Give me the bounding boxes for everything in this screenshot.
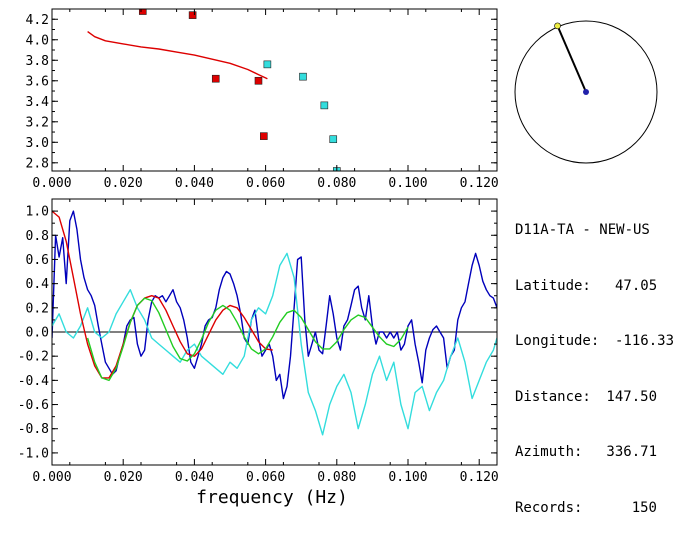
distance-value: 147.50	[606, 388, 657, 405]
red-series-line	[52, 210, 273, 379]
latitude-value: 47.05	[615, 277, 658, 294]
cyan-series-line	[52, 252, 497, 436]
x-tick-label: 0.080	[317, 470, 356, 485]
x-tick-label: 0.120	[460, 176, 499, 191]
x-tick-label: 0.100	[388, 176, 427, 191]
x-tick-label: 0.000	[32, 176, 71, 191]
cyan-point	[299, 72, 307, 81]
plot-frame	[51, 8, 498, 172]
distance-label: Distance:	[515, 388, 591, 405]
red-point	[138, 9, 147, 15]
x-tick-label: 0.000	[32, 470, 71, 485]
y-tick-label: 0.4	[26, 277, 50, 292]
longitude-label: Longitude:	[515, 333, 600, 349]
y-tick-label: 0.0	[26, 326, 49, 341]
records-label: Records:	[515, 499, 583, 516]
station-name: D11A-TA - NEW-US	[515, 222, 650, 238]
green-series-line	[86, 297, 409, 382]
y-tick-label: -0.8	[18, 422, 49, 437]
y-tick-label: 3.2	[26, 115, 49, 130]
y-tick-label: -0.4	[18, 374, 49, 389]
dial-circle	[514, 20, 658, 164]
longitude-value: -116.33	[615, 333, 675, 349]
azimuth-label: Azimuth:	[515, 444, 583, 460]
records-value: 150	[631, 499, 657, 516]
chart-canvas: 0.000 0.020 0.040 0.060 0.080 0.100 0.120 2.8 3.…	[18, 8, 658, 508]
plot-content	[52, 210, 497, 436]
red-point	[260, 132, 268, 140]
y-tick-label: 3.0	[26, 136, 49, 151]
y-tick-label: 4.0	[26, 33, 49, 48]
y-tick-label: 0.6	[26, 253, 49, 268]
azimuth-dial	[514, 20, 658, 164]
dial-pointer	[556, 25, 587, 93]
y-tick-label: -0.2	[18, 350, 49, 365]
x-tick-label: 0.020	[104, 470, 143, 485]
cyan-point	[263, 60, 272, 69]
frequency-axis-label: frequency (Hz)	[196, 487, 348, 508]
blue-series-line	[52, 210, 497, 400]
x-tick-label: 0.100	[388, 470, 427, 485]
y-tick-label: 3.4	[26, 95, 50, 110]
x-tick-label: 0.060	[246, 470, 285, 485]
x-tick-label: 0.020	[104, 176, 143, 191]
x-tick-label: 0.080	[317, 176, 356, 191]
station-info-panel: D11A-TA - NEW-US Latitude: 47.05 Longitud…	[515, 184, 675, 536]
plot-content	[87, 9, 341, 171]
y-tick-label: -1.0	[18, 446, 49, 461]
y-tick-label: 3.6	[26, 74, 49, 89]
y-tick-label: 3.8	[26, 54, 49, 69]
y-tick-label: 0.2	[26, 301, 49, 316]
dial-tip-dot	[554, 22, 561, 30]
latitude-label: Latitude:	[515, 277, 591, 294]
x-tick-label: 0.060	[246, 176, 285, 191]
y-tick-label: 2.8	[26, 156, 49, 171]
y-tick-label: 4.2	[26, 13, 49, 28]
dial-center-dot	[583, 89, 589, 95]
y-tick-label: 0.8	[26, 229, 49, 244]
spectrum-plot: 0.000 0.020 0.040 0.060 0.080 0.100 0.120 1.0 0.…	[18, 198, 499, 485]
y-tick-label: 1.0	[26, 205, 49, 220]
y-tick-label: -0.6	[18, 398, 49, 413]
x-tick-label: 0.040	[175, 470, 214, 485]
x-tick-label: 0.040	[175, 176, 214, 191]
red-series-line	[87, 31, 268, 80]
x-tick-label: 0.120	[460, 470, 499, 485]
dispersion-plot: 0.000 0.020 0.040 0.060 0.080 0.100 0.120 2.8 3.…	[26, 8, 499, 191]
red-point	[188, 11, 197, 19]
cyan-point	[320, 101, 329, 110]
red-point	[254, 76, 263, 85]
cyan-point	[329, 135, 338, 144]
azimuth-value: 336.71	[606, 444, 657, 460]
red-point	[211, 74, 220, 83]
